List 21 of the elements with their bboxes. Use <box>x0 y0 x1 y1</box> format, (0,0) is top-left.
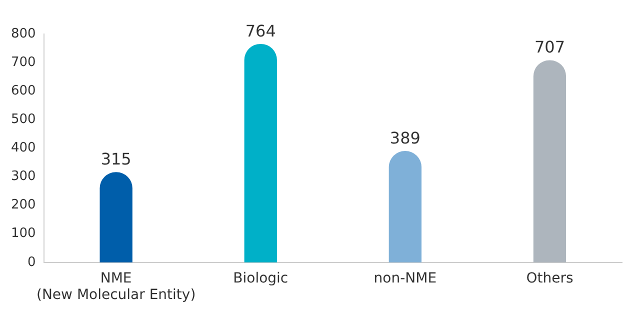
data-label: 315 <box>100 150 132 169</box>
y-tick-label: 400 <box>10 140 36 156</box>
x-tick-label: NME (New Molecular Entity) <box>36 270 196 304</box>
data-label: 764 <box>245 21 276 40</box>
x-tick-label: non-NME <box>374 270 437 286</box>
bar <box>100 172 132 262</box>
bar <box>244 44 277 262</box>
x-tick-label: Others <box>526 270 574 286</box>
y-tick-label: 600 <box>10 83 36 98</box>
y-tick-label: 500 <box>10 112 36 128</box>
data-label: 707 <box>534 38 565 57</box>
y-tick-label: 100 <box>10 226 36 242</box>
y-tick-label: 700 <box>10 54 36 70</box>
x-tick-label: Biologic <box>233 270 288 286</box>
data-label: 389 <box>390 128 420 148</box>
y-tick-label: 200 <box>10 198 36 213</box>
y-tick-label: 0 <box>28 254 36 270</box>
y-tick-label: 300 <box>10 169 36 184</box>
bar <box>388 151 422 262</box>
y-tick-label: 800 <box>10 26 36 42</box>
bar <box>533 60 566 262</box>
